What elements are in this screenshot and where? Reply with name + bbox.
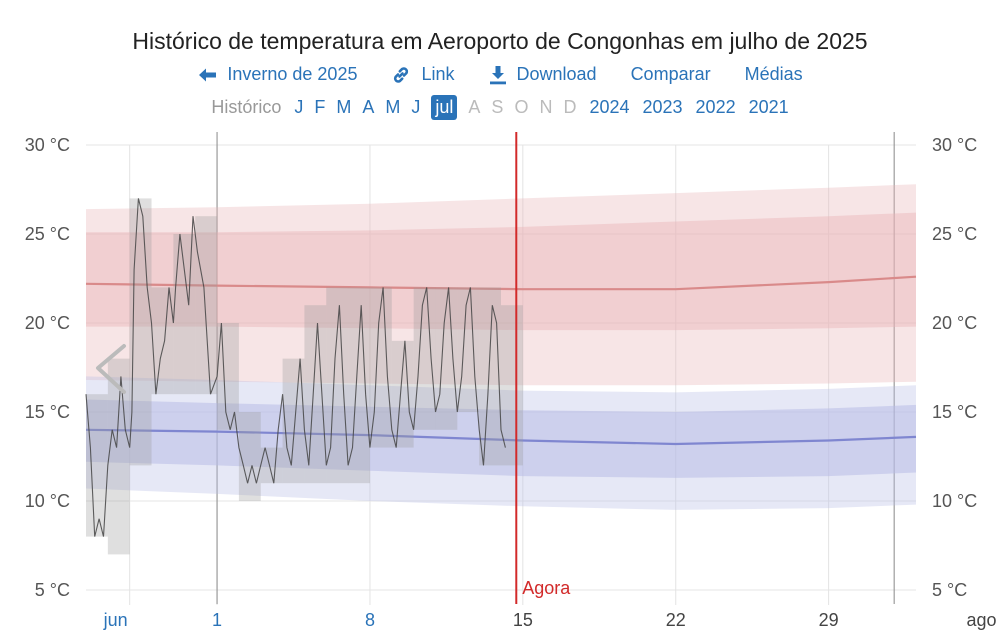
- observed-daily-range: [435, 287, 458, 430]
- x-tick-label-29: 29: [819, 610, 839, 630]
- link-icon: [394, 66, 409, 83]
- month-selector: Histórico J F M A M J jul A S O N D 2024…: [0, 95, 1000, 120]
- month-jan[interactable]: J: [294, 97, 304, 117]
- observed-daily-range: [391, 340, 414, 448]
- month-sep: S: [491, 97, 504, 117]
- history-label: Histórico: [211, 97, 282, 117]
- permalink-label: Link: [421, 64, 455, 84]
- scroll-back-button[interactable]: [96, 344, 126, 394]
- observed-daily-range: [86, 394, 108, 537]
- y-tick-label-right-30: 30 °C: [932, 135, 977, 155]
- previous-season-link[interactable]: Inverno de 2025: [197, 64, 357, 85]
- chevron-left-icon[interactable]: [96, 344, 126, 394]
- x-tick-label-1: 1: [212, 610, 222, 630]
- previous-season-label: Inverno de 2025: [227, 64, 358, 84]
- y-tick-label-right-20: 20 °C: [932, 313, 977, 333]
- observed-temperature-line: [85, 198, 506, 537]
- y-tick-label-right-25: 25 °C: [932, 224, 977, 244]
- compare-link[interactable]: Comparar: [630, 64, 711, 84]
- y-tick-label-left-15: 15 °C: [25, 402, 70, 422]
- averages-link[interactable]: Médias: [744, 64, 803, 84]
- year-2024[interactable]: 2024: [589, 97, 630, 117]
- month-dec: D: [563, 97, 577, 117]
- year-2022[interactable]: 2022: [695, 97, 736, 117]
- observed-daily-range: [173, 234, 196, 395]
- x-tick-label-22: 22: [666, 610, 686, 630]
- arrow-left-icon: [199, 68, 217, 81]
- y-tick-label-left-10: 10 °C: [25, 491, 70, 511]
- month-jun[interactable]: J: [411, 97, 421, 117]
- high-temp-mean-line: [85, 275, 917, 291]
- observed-temperatures: [85, 198, 523, 555]
- observed-daily-range: [195, 216, 218, 395]
- page-title: Histórico de temperatura em Aeroporto de…: [132, 28, 868, 54]
- y-tick-label-right-5: 5 °C: [932, 580, 967, 600]
- y-tick-label-left-5: 5 °C: [35, 580, 70, 600]
- download-link[interactable]: Download: [489, 64, 597, 85]
- x-tick-label-8: 8: [365, 610, 375, 630]
- high-temp-p25-p75-band: [86, 212, 916, 331]
- high-temp-p10-p90-band: [86, 184, 916, 386]
- header-links: Inverno de 2025 Link Download Comparar M…: [0, 64, 1000, 85]
- month-aug: A: [468, 97, 481, 117]
- y-tick-label-right-10: 10 °C: [932, 491, 977, 511]
- low-temp-mean-line: [85, 428, 917, 446]
- year-2023[interactable]: 2023: [642, 97, 683, 117]
- y-tick-label-left-25: 25 °C: [25, 224, 70, 244]
- observed-daily-range: [107, 358, 130, 555]
- observed-daily-range: [238, 412, 261, 501]
- y-tick-label-left-20: 20 °C: [25, 313, 70, 333]
- month-nov: N: [539, 97, 553, 117]
- observed-daily-range: [369, 287, 392, 448]
- month-may[interactable]: M: [385, 97, 401, 117]
- observed-daily-range: [413, 287, 436, 430]
- x-tick-label-15: 15: [513, 610, 533, 630]
- observed-daily-range: [260, 447, 283, 484]
- observed-daily-range: [501, 305, 523, 466]
- observed-daily-range: [151, 287, 174, 395]
- observed-daily-range: [304, 305, 327, 484]
- y-tick-label-left-30: 30 °C: [25, 135, 70, 155]
- climatology-bands: [85, 184, 917, 510]
- month-apr[interactable]: A: [362, 97, 375, 117]
- month-oct: O: [514, 97, 529, 117]
- month-jul-selected[interactable]: jul: [431, 95, 458, 120]
- month-mar[interactable]: M: [336, 97, 352, 117]
- year-2021[interactable]: 2021: [748, 97, 789, 117]
- now-label: Agora: [522, 578, 571, 598]
- x-tick-label-ago: ago: [967, 610, 997, 630]
- chart-marks: Agora: [515, 132, 571, 604]
- observed-daily-range: [479, 287, 501, 466]
- y-tick-label-right-15: 15 °C: [932, 402, 977, 422]
- download-label: Download: [516, 64, 597, 84]
- download-icon: [489, 65, 506, 84]
- month-feb[interactable]: F: [314, 97, 326, 117]
- x-tick-label-jun: jun: [103, 610, 128, 630]
- observed-daily-range: [457, 287, 480, 412]
- permalink-link[interactable]: Link: [391, 64, 455, 85]
- axis-labels: 5 °C 5 °C 10 °C 10 °C 15 °C 15 °C 20 °C 20 °C 25…: [25, 135, 997, 630]
